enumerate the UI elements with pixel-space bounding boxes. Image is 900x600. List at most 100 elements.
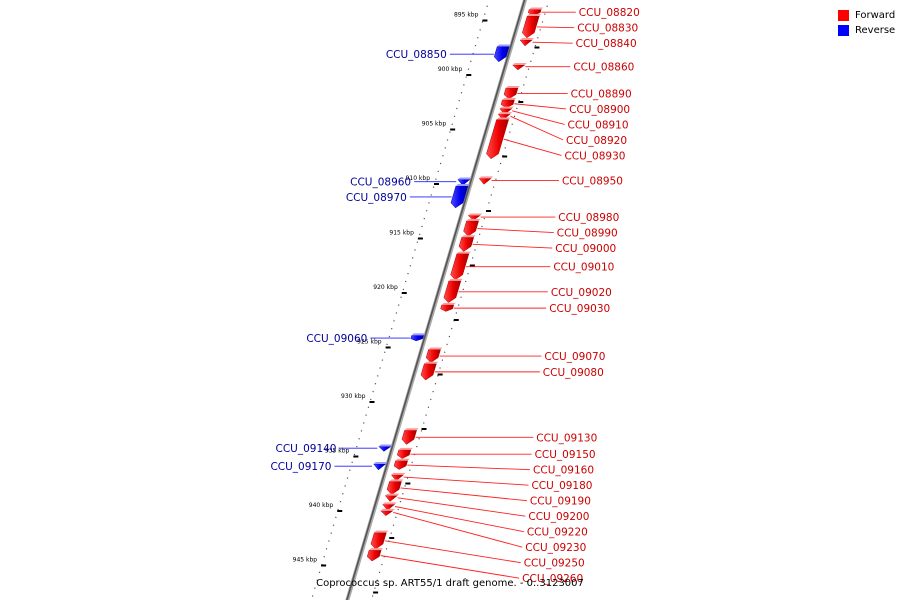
gene-label[interactable]: CCU_09010 <box>553 262 614 274</box>
gene-cap <box>455 184 470 187</box>
gene-ccu-09250[interactable] <box>370 532 387 550</box>
gene-label[interactable]: CCU_09140 <box>275 443 336 455</box>
gene-label[interactable]: CCU_09200 <box>528 511 589 523</box>
gene-cap <box>497 44 512 47</box>
label-leader-line <box>477 228 554 234</box>
gene-label[interactable]: CCU_08930 <box>564 150 625 162</box>
gene-ccu-09070[interactable] <box>425 349 441 363</box>
label-leader-line <box>512 110 565 125</box>
gene-ccu-09190[interactable] <box>386 481 402 495</box>
tick-label: 940 kbp <box>309 502 334 509</box>
tick-mark <box>482 19 488 22</box>
gene-ccu-08860[interactable] <box>512 64 526 71</box>
gene-label[interactable]: CCU_09080 <box>543 367 604 379</box>
gene-ccu-08950[interactable] <box>478 178 492 185</box>
gene-label[interactable]: CCU_08950 <box>562 176 623 188</box>
gene-ccu-08900[interactable] <box>500 99 515 108</box>
gene-ccu-09150[interactable] <box>397 449 412 459</box>
gene-label[interactable]: CCU_08960 <box>350 177 411 189</box>
gene-ccu-09020[interactable] <box>443 280 462 303</box>
tick-mark <box>434 183 440 185</box>
reverse-swatch <box>838 25 849 36</box>
tick-mark <box>417 237 423 240</box>
gene-cap <box>479 176 494 179</box>
gene-ccu-09000[interactable] <box>458 237 475 252</box>
label-leader-line <box>407 464 531 471</box>
gene-label[interactable]: CCU_08990 <box>557 228 618 240</box>
tick-mark <box>486 210 492 212</box>
gene-ccu-09140[interactable] <box>378 446 392 452</box>
gene-ccu-08830[interactable] <box>522 15 540 39</box>
gene-label[interactable]: CCU_08920 <box>566 135 627 147</box>
gene-ccu-08890[interactable] <box>503 87 519 100</box>
gene-label[interactable]: CCU_08850 <box>386 49 447 61</box>
tick-mark <box>353 455 359 458</box>
gene-label[interactable]: CCU_08860 <box>573 62 634 74</box>
tick-mark <box>450 128 456 131</box>
tick-mark <box>373 591 379 594</box>
tick-label: 910 kbp <box>406 175 431 182</box>
gene-cap <box>398 447 413 450</box>
gene-cap <box>373 461 388 464</box>
gene-ccu-09130[interactable] <box>401 429 417 445</box>
gene-cap <box>380 508 395 511</box>
gene-label[interactable]: CCU_09070 <box>544 351 605 363</box>
gene-ccu-09200[interactable] <box>384 495 399 502</box>
gene-label[interactable]: CCU_09250 <box>524 558 585 570</box>
gene-ccu-09160[interactable] <box>393 460 408 470</box>
gene-label[interactable]: CCU_09260 <box>522 573 583 585</box>
label-leader-line <box>403 476 529 486</box>
gene-label[interactable]: CCU_08910 <box>568 119 629 131</box>
gene-label[interactable]: CCU_09190 <box>530 496 591 508</box>
tick-mark <box>534 46 540 49</box>
gene-cap <box>502 97 517 100</box>
gene-label[interactable]: CCU_08980 <box>558 212 619 224</box>
gene-ccu-09170[interactable] <box>373 463 387 471</box>
gene-cap <box>520 37 535 40</box>
gene-label[interactable]: CCU_08970 <box>346 192 407 204</box>
gene-cap <box>411 333 426 336</box>
gene-cap <box>468 213 483 216</box>
tick-mark <box>469 264 475 267</box>
gene-label[interactable]: CCU_09150 <box>535 449 596 461</box>
tick-mark <box>337 510 343 512</box>
label-leader-line <box>514 103 567 110</box>
gene-cap <box>529 7 544 10</box>
gene-label[interactable]: CCU_09230 <box>525 542 586 554</box>
gene-ccu-09260[interactable] <box>366 549 382 562</box>
gene-cap <box>456 251 471 254</box>
legend-forward: Forward <box>838 8 895 23</box>
gene-cap <box>395 458 410 461</box>
gene-label[interactable]: CCU_09000 <box>555 243 616 255</box>
gene-ccu-09060[interactable] <box>410 335 425 342</box>
gene-label[interactable]: CCU_09170 <box>270 461 331 473</box>
backbone-line <box>346 0 526 600</box>
gene-label[interactable]: CCU_08900 <box>569 104 630 116</box>
gene-ccu-09230[interactable] <box>380 510 394 516</box>
gene-label[interactable]: CCU_09060 <box>306 333 367 345</box>
label-leader-line <box>384 540 521 564</box>
gene-label[interactable]: CCU_09030 <box>549 303 610 315</box>
gene-label[interactable]: CCU_08820 <box>579 7 640 19</box>
gene-cap <box>457 177 472 180</box>
label-leader-line <box>532 41 573 44</box>
gene-label[interactable]: CCU_09220 <box>527 527 588 539</box>
gene-label[interactable]: CCU_09160 <box>533 465 594 477</box>
gene-cap <box>428 347 443 350</box>
gene-label[interactable]: CCU_09130 <box>536 432 597 444</box>
gene-label[interactable]: CCU_09180 <box>531 480 592 492</box>
label-leader-line <box>537 26 575 29</box>
gene-cap <box>512 63 527 66</box>
tick-mark <box>518 101 524 103</box>
gene-label[interactable]: CCU_09020 <box>551 287 612 299</box>
gene-ccu-09030[interactable] <box>440 304 455 312</box>
gene-label[interactable]: CCU_08890 <box>571 88 632 100</box>
tick-label: 915 kbp <box>389 230 414 237</box>
gene-ccu-08990[interactable] <box>463 220 479 237</box>
legend-reverse-label: Reverse <box>855 25 896 36</box>
gene-ccu-09080[interactable] <box>420 363 437 381</box>
tick-label: 895 kbp <box>454 12 479 19</box>
gene-ccu-08840[interactable] <box>519 39 533 47</box>
gene-label[interactable]: CCU_08840 <box>576 38 637 50</box>
gene-label[interactable]: CCU_08830 <box>577 23 638 35</box>
